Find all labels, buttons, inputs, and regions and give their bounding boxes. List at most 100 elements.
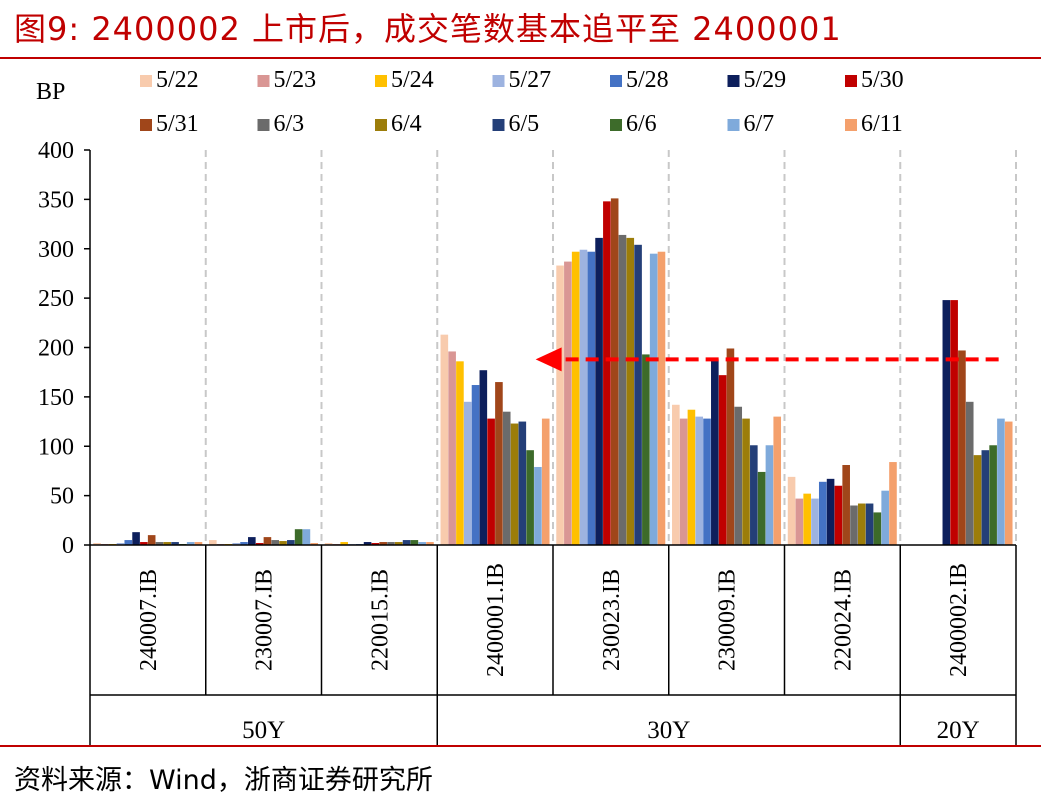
legend-swatch: [610, 119, 622, 131]
legend-label: 5/31: [156, 111, 199, 137]
bar: [402, 540, 411, 545]
bar: [448, 351, 456, 545]
bar: [232, 543, 241, 545]
legend-swatch: [140, 75, 152, 87]
bar: [881, 490, 889, 545]
bar: [564, 261, 572, 545]
category-label: 230023.IB: [599, 569, 625, 671]
bar: [579, 249, 588, 546]
y-tick-label: 250: [38, 286, 74, 312]
bar: [818, 481, 827, 545]
legend-swatch: [492, 75, 505, 87]
bars-layer: [93, 198, 1013, 546]
group-label: 30Y: [647, 717, 690, 744]
bar: [958, 350, 966, 545]
bar: [541, 418, 550, 545]
legend-swatch: [727, 119, 740, 131]
y-tick-label: 0: [62, 533, 74, 559]
bar: [93, 543, 101, 545]
bar: [857, 503, 866, 545]
source-note: 资料来源：Wind，浙商证券研究所: [14, 765, 433, 796]
arrow-head: [535, 347, 562, 372]
bar: [750, 445, 758, 545]
bar: [603, 201, 611, 545]
bar: [518, 421, 527, 545]
bar: [826, 478, 835, 545]
bar: [387, 542, 395, 545]
legend-label: 6/6: [626, 111, 657, 137]
bar: [795, 498, 804, 545]
bar: [255, 543, 264, 545]
bar: [787, 476, 796, 545]
bar: [124, 540, 133, 545]
bar: [657, 251, 666, 545]
figure-title: 图9: 2400002 上市后，成交笔数基本追平至 2400001: [14, 10, 842, 48]
legend-swatch: [257, 119, 270, 131]
bar: [610, 198, 619, 545]
bar: [410, 540, 419, 545]
bottom-rule: [0, 745, 1041, 747]
bar: [989, 445, 997, 545]
y-tick-label: 300: [38, 237, 74, 263]
legend-swatch: [375, 119, 387, 131]
legend-label: 6/5: [509, 111, 540, 137]
category-label: 220024.IB: [830, 569, 856, 671]
legend-label: 6/4: [391, 111, 422, 137]
legend-label: 6/7: [744, 111, 775, 137]
bar: [811, 498, 819, 545]
bar: [718, 375, 727, 545]
bar: [502, 411, 511, 545]
bar: [556, 265, 564, 545]
bar: [194, 542, 203, 545]
bar: [703, 418, 711, 545]
category-label: 230007.IB: [252, 569, 278, 671]
bar: [679, 418, 688, 545]
bar: [687, 409, 696, 545]
bar: [263, 537, 272, 545]
bar: [942, 300, 951, 545]
bar: [163, 542, 172, 545]
bar: [526, 450, 534, 545]
bar: [171, 542, 179, 545]
bar: [310, 543, 319, 545]
bar: [147, 535, 156, 545]
y-tick-label: 350: [38, 187, 74, 213]
category-label: 2400002.IB: [946, 563, 972, 677]
bar: [155, 542, 164, 545]
y-tick-label: 50: [50, 484, 74, 510]
bar: [294, 529, 303, 545]
bar: [302, 529, 311, 545]
y-axis-label: BP: [36, 79, 65, 105]
bar: [340, 542, 348, 545]
bar: [642, 354, 650, 545]
bar: [873, 512, 882, 545]
axis-layer: 0 50 100 150 200 250 300 350 400 240007.IB 230007.…: [38, 138, 1017, 745]
legend-label: 5/30: [861, 67, 904, 93]
bar: [456, 361, 464, 545]
bar: [534, 466, 542, 545]
bar: [379, 542, 387, 545]
bar: [324, 543, 333, 545]
legend-label: 5/22: [156, 67, 199, 93]
y-tick-label: 150: [38, 385, 74, 411]
bar: [842, 465, 850, 545]
bar: [186, 542, 195, 545]
bar: [889, 462, 897, 545]
bar: [363, 542, 372, 545]
group-label: 50Y: [242, 717, 285, 744]
bar: [587, 251, 596, 545]
bar: [471, 385, 480, 545]
bar: [765, 445, 774, 545]
bar: [965, 401, 974, 545]
bar: [418, 542, 426, 545]
bar: [248, 537, 256, 545]
legend-swatch: [727, 75, 740, 87]
category-label: 240007.IB: [136, 569, 162, 671]
bar: [649, 253, 658, 545]
legend-label: 6/11: [861, 111, 903, 137]
bar: [510, 423, 519, 545]
bar: [834, 485, 843, 545]
bar: [287, 540, 295, 545]
legend-label: 5/27: [509, 67, 552, 93]
bar: [850, 505, 858, 545]
